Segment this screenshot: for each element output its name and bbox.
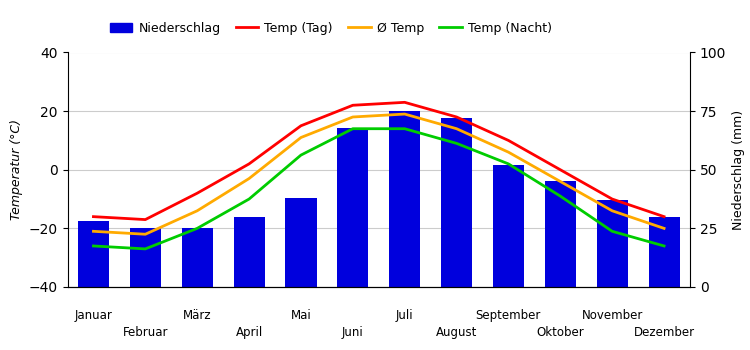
Text: Januar: Januar xyxy=(74,309,112,322)
Bar xyxy=(544,182,576,287)
Y-axis label: Niederschlag (mm): Niederschlag (mm) xyxy=(732,110,745,230)
Text: Juli: Juli xyxy=(396,309,413,322)
Bar xyxy=(233,217,265,287)
Bar xyxy=(441,118,472,287)
Text: August: August xyxy=(436,326,477,339)
Text: Juni: Juni xyxy=(342,326,364,339)
Bar xyxy=(493,165,524,287)
Legend: Niederschlag, Temp (Tag), Ø Temp, Temp (Nacht): Niederschlag, Temp (Tag), Ø Temp, Temp (… xyxy=(105,16,556,40)
Bar xyxy=(285,198,316,287)
Text: November: November xyxy=(581,309,643,322)
Bar xyxy=(338,127,368,287)
Text: Dezember: Dezember xyxy=(634,326,694,339)
Text: Februar: Februar xyxy=(122,326,168,339)
Bar xyxy=(649,217,680,287)
Text: März: März xyxy=(183,309,211,322)
Text: September: September xyxy=(476,309,542,322)
Bar xyxy=(597,200,628,287)
Bar xyxy=(78,221,109,287)
Bar xyxy=(389,111,420,287)
Y-axis label: Temperatur (°C): Temperatur (°C) xyxy=(10,119,23,220)
Bar xyxy=(130,229,160,287)
Text: April: April xyxy=(236,326,262,339)
Text: Oktober: Oktober xyxy=(536,326,584,339)
Bar xyxy=(182,229,213,287)
Text: Mai: Mai xyxy=(290,309,311,322)
